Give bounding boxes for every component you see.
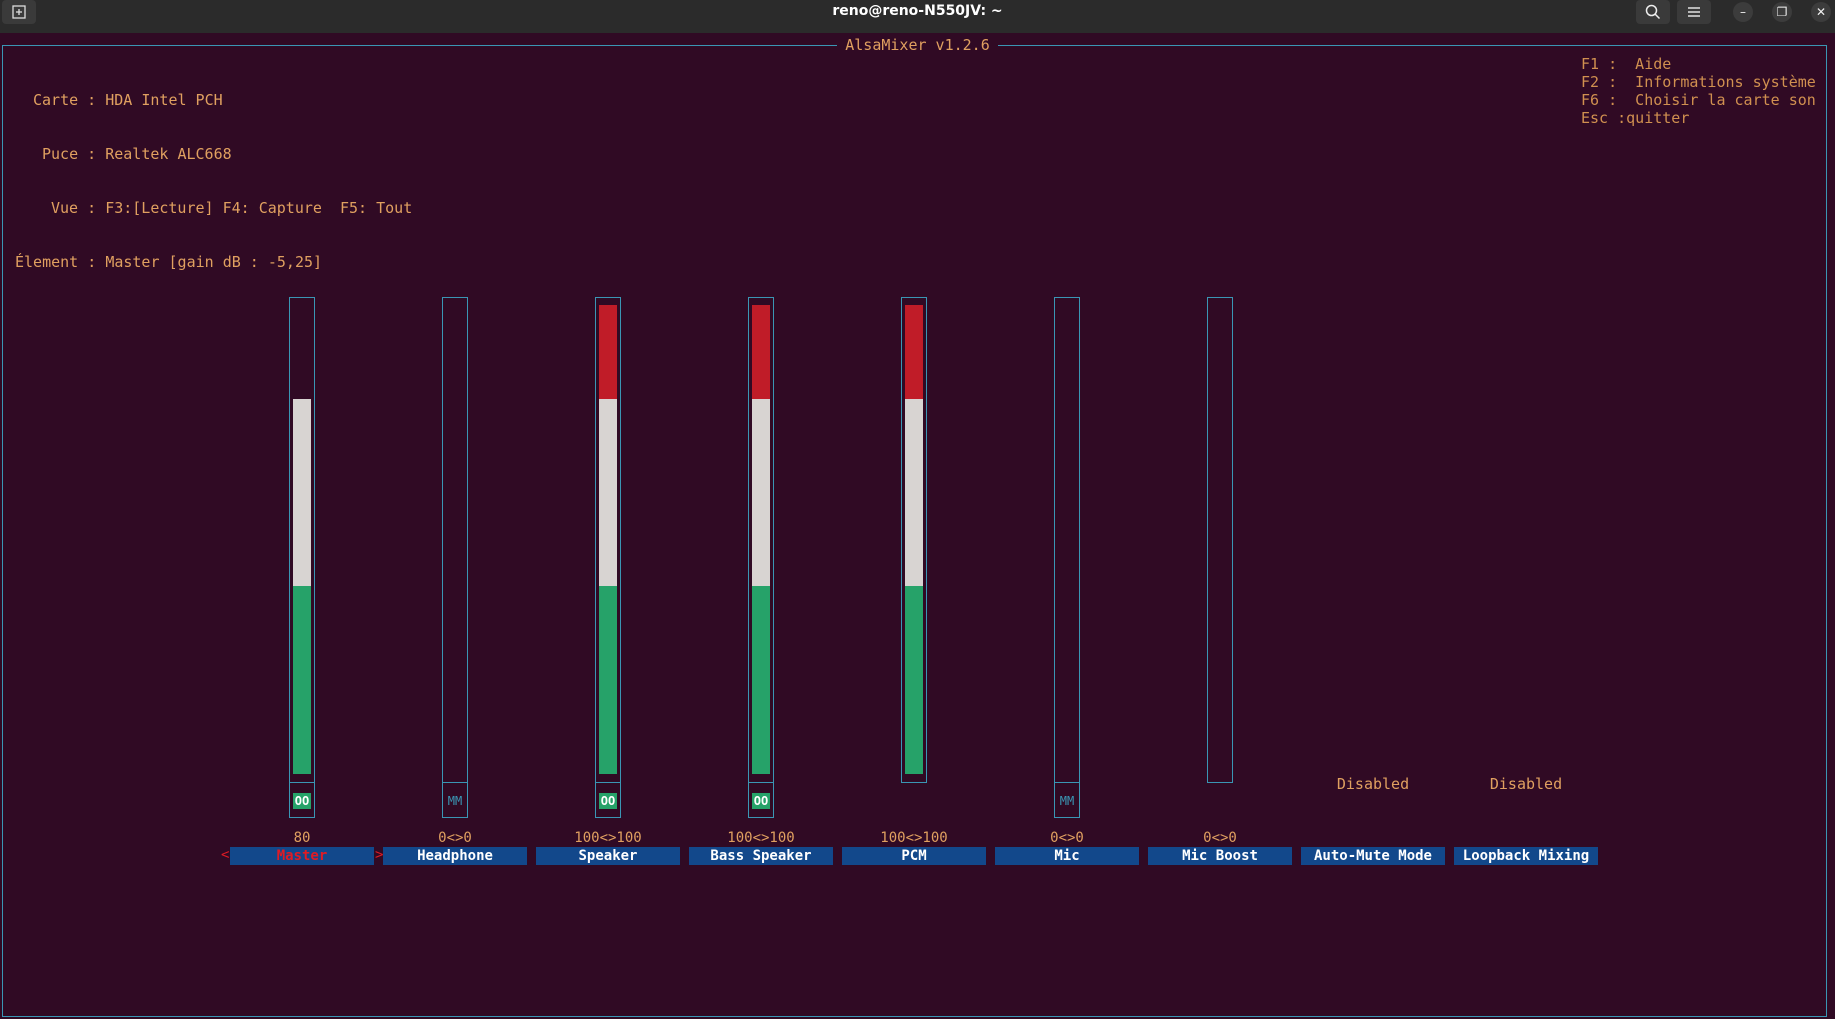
title-bar: reno@reno-N550JV: ~ – ❐ ✕	[0, 0, 1835, 33]
enum-status[interactable]: Disabled	[1336, 775, 1410, 793]
level-fill-white	[905, 398, 923, 587]
view-value: F3:[Lecture] F4: Capture F5: Tout	[105, 199, 413, 217]
card-value: HDA Intel PCH	[105, 91, 223, 109]
channel-value: 0<>0	[438, 830, 472, 846]
level-fill-green	[752, 586, 770, 774]
key-name: F2 :	[1581, 73, 1627, 91]
selector-arrow-left: <	[221, 847, 230, 863]
channel-value: 0<>0	[1050, 830, 1084, 846]
channel-value: 80	[293, 830, 311, 846]
mute-toggle[interactable]: MM	[442, 782, 468, 818]
app-title: AlsaMixer v1.2.6	[0, 36, 1835, 54]
element-value: Master [gain dB : -5,25]	[105, 253, 323, 271]
level-fill-white	[752, 398, 770, 587]
channel-label[interactable]: Auto-Mute Mode	[1301, 847, 1445, 865]
level-fill-green	[905, 586, 923, 774]
mute-toggle[interactable]: OO	[595, 782, 621, 818]
key-help-line: F2 : Informations système	[1581, 73, 1816, 91]
channel-label[interactable]: PCM	[842, 847, 986, 865]
level-fill-red	[599, 305, 617, 399]
level-fill-green	[293, 586, 311, 774]
channel-label[interactable]: Headphone	[383, 847, 527, 865]
channel-label[interactable]: Speaker	[536, 847, 680, 865]
hamburger-menu-icon	[1688, 7, 1700, 17]
search-icon	[1645, 4, 1661, 20]
channel-value: 100<>100	[574, 830, 642, 846]
key-description: quitter	[1626, 109, 1690, 127]
level-fill-white	[293, 398, 311, 587]
key-name: F1 :	[1581, 55, 1627, 73]
channel-value: 0<>0	[1203, 830, 1237, 846]
card-label: Carte :	[33, 91, 97, 109]
channel-value: 100<>100	[880, 830, 948, 846]
mute-state: OO	[292, 793, 312, 809]
volume-bar[interactable]	[901, 297, 927, 783]
mute-toggle[interactable]: MM	[1054, 782, 1080, 818]
menu-button[interactable]	[1677, 0, 1711, 24]
mute-toggle[interactable]: OO	[748, 782, 774, 818]
element-label: Élement :	[15, 253, 97, 271]
volume-bar[interactable]	[1054, 297, 1080, 783]
channel-label[interactable]: Mic Boost	[1148, 847, 1292, 865]
channel-label[interactable]: Master	[230, 847, 374, 865]
level-fill-green	[599, 586, 617, 774]
mute-toggle[interactable]: OO	[289, 782, 315, 818]
key-description: Aide	[1626, 55, 1672, 73]
search-button[interactable]	[1636, 0, 1670, 24]
chip-value: Realtek ALC668	[105, 145, 232, 163]
app-title-text: AlsaMixer v1.2.6	[837, 36, 998, 54]
level-fill-white	[599, 398, 617, 587]
view-label: Vue :	[51, 199, 97, 217]
key-help-line: F6 : Choisir la carte son	[1581, 91, 1816, 109]
key-help: F1 : Aide F2 : Informations système F6 : C…	[1581, 55, 1816, 127]
channel-value: 100<>100	[727, 830, 795, 846]
selector-arrow-right: >	[375, 847, 384, 863]
key-name: Esc :	[1581, 109, 1627, 127]
new-tab-icon	[12, 5, 26, 19]
channel-label[interactable]: Mic	[995, 847, 1139, 865]
key-description: Informations système	[1626, 73, 1816, 91]
new-tab-button[interactable]	[2, 0, 36, 24]
minimize-button[interactable]: –	[1733, 2, 1753, 22]
mute-state: OO	[598, 793, 618, 809]
channel-label[interactable]: Loopback Mixing	[1454, 847, 1598, 865]
mute-state: OO	[751, 793, 771, 809]
maximize-button[interactable]: ❐	[1772, 2, 1792, 22]
key-help-line: F1 : Aide	[1581, 55, 1816, 73]
info-panel: Carte : HDA Intel PCH Puce : Realtek ALC…	[15, 55, 412, 289]
enum-status[interactable]: Disabled	[1489, 775, 1563, 793]
key-name: F6 :	[1581, 91, 1627, 109]
volume-bar[interactable]	[442, 297, 468, 783]
window-title: reno@reno-N550JV: ~	[832, 3, 1003, 19]
key-help-line: Esc :quitter	[1581, 109, 1816, 127]
channel-label[interactable]: Bass Speaker	[689, 847, 833, 865]
mute-state: MM	[447, 794, 463, 808]
key-description: Choisir la carte son	[1626, 91, 1816, 109]
close-button[interactable]: ✕	[1811, 2, 1831, 22]
level-fill-red	[752, 305, 770, 399]
mute-state: MM	[1059, 794, 1075, 808]
level-fill-red	[905, 305, 923, 399]
volume-bar[interactable]	[1207, 297, 1233, 783]
chip-label: Puce :	[42, 145, 97, 163]
